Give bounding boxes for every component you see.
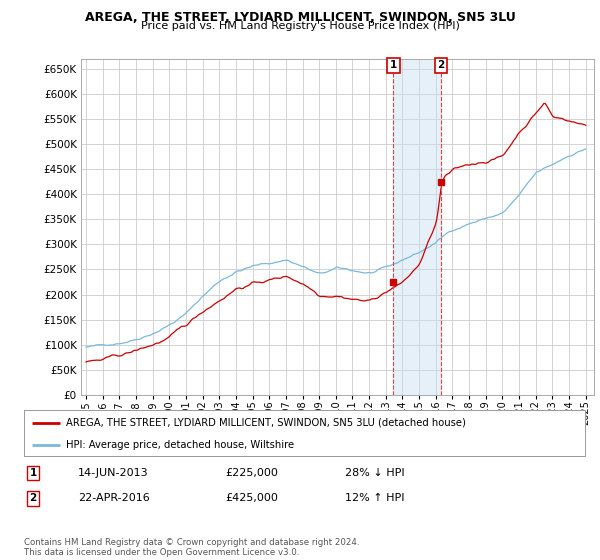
Text: 2: 2 (437, 60, 445, 71)
Bar (393, 59, 441, 395)
Text: 1: 1 (389, 60, 397, 71)
Text: 2: 2 (29, 493, 37, 503)
Text: Price paid vs. HM Land Registry's House Price Index (HPI): Price paid vs. HM Land Registry's House … (140, 21, 460, 31)
Text: AREGA, THE STREET, LYDIARD MILLICENT, SWINDON, SN5 3LU (detached house): AREGA, THE STREET, LYDIARD MILLICENT, SW… (66, 418, 466, 428)
Text: 1: 1 (29, 468, 37, 478)
Text: £425,000: £425,000 (225, 493, 278, 503)
Text: Contains HM Land Registry data © Crown copyright and database right 2024.
This d: Contains HM Land Registry data © Crown c… (24, 538, 359, 557)
Text: £225,000: £225,000 (225, 468, 278, 478)
Text: 14-JUN-2013: 14-JUN-2013 (78, 468, 149, 478)
Text: 28% ↓ HPI: 28% ↓ HPI (345, 468, 404, 478)
Text: AREGA, THE STREET, LYDIARD MILLICENT, SWINDON, SN5 3LU: AREGA, THE STREET, LYDIARD MILLICENT, SW… (85, 11, 515, 24)
Text: 22-APR-2016: 22-APR-2016 (78, 493, 150, 503)
Text: HPI: Average price, detached house, Wiltshire: HPI: Average price, detached house, Wilt… (66, 440, 294, 450)
Text: 12% ↑ HPI: 12% ↑ HPI (345, 493, 404, 503)
